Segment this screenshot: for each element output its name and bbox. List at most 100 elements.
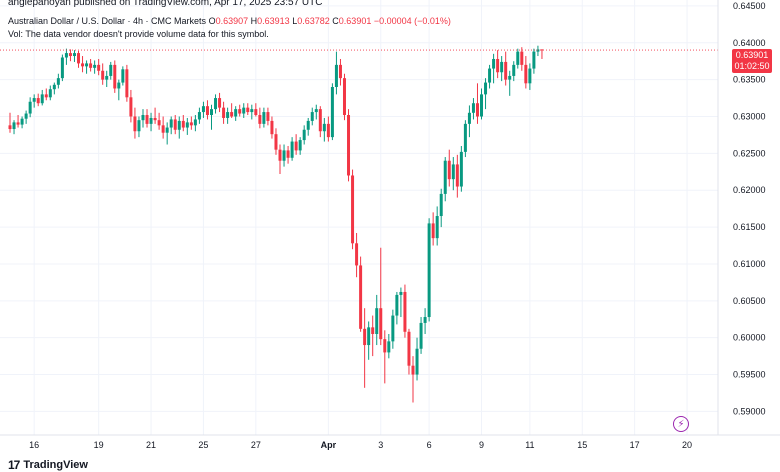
candle-body xyxy=(185,122,189,128)
candle-body xyxy=(153,117,157,121)
open-label: O xyxy=(208,16,216,26)
y-tick-label: 0.60500 xyxy=(733,296,766,306)
candle-body xyxy=(314,109,318,113)
candle-body xyxy=(24,113,28,119)
candle-body xyxy=(322,123,326,132)
candle-body xyxy=(181,120,185,128)
candle-body xyxy=(117,82,121,89)
candle-body xyxy=(536,49,540,52)
candle-body xyxy=(395,294,399,316)
candle-body xyxy=(270,120,274,135)
candle-body xyxy=(475,103,479,117)
candle-body xyxy=(250,109,254,113)
symbol-legend: Australian Dollar / U.S. Dollar · 4h · C… xyxy=(8,16,451,26)
candle-body xyxy=(391,315,395,342)
candle-body xyxy=(214,98,218,110)
candle-body xyxy=(399,291,403,295)
candle-body xyxy=(258,115,262,124)
y-tick-label: 0.63500 xyxy=(733,75,766,85)
candle-body xyxy=(133,116,137,132)
candle-body xyxy=(500,61,504,73)
candle-body xyxy=(169,119,173,128)
open-value: 0.63907 xyxy=(215,16,249,26)
candle-body xyxy=(48,89,52,98)
candle-body xyxy=(496,58,500,73)
candle-body xyxy=(484,82,488,95)
high-label: H xyxy=(250,16,258,26)
candle-body xyxy=(193,119,197,126)
candle-body xyxy=(294,141,298,151)
candle-body xyxy=(516,51,520,65)
candle-body xyxy=(137,120,141,132)
candle-body xyxy=(266,112,270,121)
candles-group xyxy=(8,45,544,403)
candle-body xyxy=(423,317,427,323)
candle-body xyxy=(407,331,411,366)
candle-body xyxy=(28,101,32,114)
y-tick-label: 0.60000 xyxy=(733,333,766,343)
candle-body xyxy=(121,69,125,83)
candle-body xyxy=(52,84,56,90)
candle-body xyxy=(60,57,64,79)
x-tick-label: 15 xyxy=(577,440,587,450)
candle-body xyxy=(415,348,419,375)
candle-body xyxy=(431,223,435,239)
x-tick-label: 25 xyxy=(198,440,208,450)
candle-body xyxy=(471,103,475,113)
x-tick-label: 9 xyxy=(479,440,484,450)
candle-body xyxy=(439,193,443,217)
candle-body xyxy=(97,64,101,71)
time-axis[interactable]: 16 19 21 25 27 Apr 3 6 9 11 15 17 20 xyxy=(0,434,780,450)
candle-body xyxy=(480,94,484,117)
change-value: −0.00004 (−0.01%) xyxy=(373,16,451,26)
candle-body xyxy=(403,291,407,332)
candle-body xyxy=(16,122,20,125)
candle-body xyxy=(310,112,314,121)
x-tick-label: 27 xyxy=(251,440,261,450)
candle-body xyxy=(89,63,93,68)
y-tick-label: 0.63000 xyxy=(733,111,766,121)
candle-body xyxy=(338,64,342,79)
candle-body xyxy=(254,109,258,116)
candle-body xyxy=(177,120,181,130)
candle-body xyxy=(197,112,201,120)
x-tick-label: 17 xyxy=(630,440,640,450)
candle-body xyxy=(93,64,97,68)
x-tick-label: 3 xyxy=(378,440,383,450)
candle-body xyxy=(218,98,222,108)
tradingview-footer[interactable]: 17 TradingView xyxy=(8,458,88,472)
last-price-tag: 0.63901 01:02:50 xyxy=(732,49,772,73)
candle-body xyxy=(226,112,230,118)
candle-body xyxy=(205,106,209,116)
candle-body xyxy=(532,51,536,69)
y-tick-label: 0.59000 xyxy=(733,406,766,416)
published-line: angiepanoyan published on TradingView.co… xyxy=(8,0,323,8)
lightning-icon[interactable]: ⚡ xyxy=(673,416,689,432)
x-tick-label: 6 xyxy=(427,440,432,450)
last-price-value: 0.63901 xyxy=(735,50,769,60)
candle-body xyxy=(8,125,12,130)
candle-body xyxy=(81,63,85,67)
candle-body xyxy=(149,117,153,124)
candle-body xyxy=(234,109,238,117)
candle-body xyxy=(459,151,463,187)
y-tick-label: 0.64000 xyxy=(733,38,766,48)
candle-body xyxy=(32,98,36,102)
candle-body xyxy=(290,141,294,158)
candle-body xyxy=(528,68,532,84)
candle-body xyxy=(359,265,363,329)
candle-body xyxy=(318,109,322,132)
candle-body xyxy=(367,327,371,346)
y-tick-label: 0.62500 xyxy=(733,148,766,158)
candle-body xyxy=(508,75,512,80)
candle-body xyxy=(451,164,455,180)
candle-body xyxy=(467,112,471,124)
candle-body xyxy=(109,64,113,76)
candle-body xyxy=(504,61,508,80)
candle-body xyxy=(145,115,149,124)
price-axis[interactable]: 0.64500 0.64000 0.63500 0.63000 0.62500 0.620… xyxy=(717,0,766,435)
candle-body xyxy=(371,327,375,334)
symbol-name: Australian Dollar / U.S. Dollar · 4h · C… xyxy=(8,16,207,26)
candle-body xyxy=(68,53,72,57)
